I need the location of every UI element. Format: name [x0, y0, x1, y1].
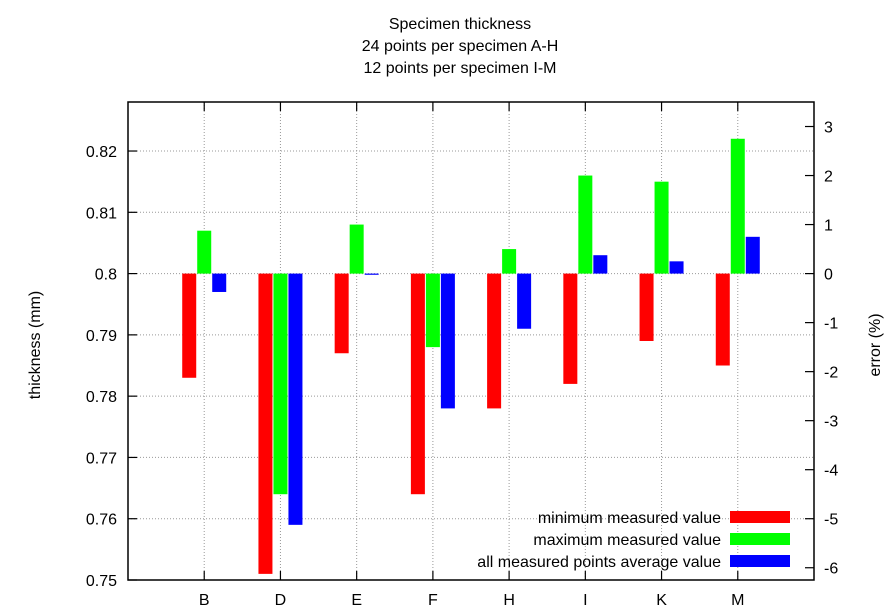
y2-tick-label: 3 [824, 120, 833, 137]
bar-ff0000-I [563, 273, 578, 384]
bars [182, 138, 760, 574]
y-tick-label: 0.75 [86, 573, 117, 590]
y2-tick-label: -5 [824, 512, 838, 529]
legend-swatch [730, 511, 790, 523]
legend-label: maximum measured value [533, 532, 721, 549]
chart-title: Specimen thickness 24 points per specime… [362, 16, 559, 77]
x-tick-label: H [503, 592, 515, 609]
chart-title-line-2: 24 points per specimen A-H [362, 38, 559, 55]
y2-tick-label: 0 [824, 267, 833, 284]
y-tick-label: 0.78 [86, 389, 117, 406]
y-tick-label: 0.79 [86, 328, 117, 345]
y2-tick-labels: -6 -5 -4 -3 -2 -1 0 1 2 3 [824, 120, 838, 578]
x-tick-label: E [351, 592, 362, 609]
bar-ff0000-D [258, 273, 273, 574]
y2-tick-label: -4 [824, 463, 838, 480]
bar-ff0000-E [334, 273, 349, 354]
plot-frame [127, 101, 815, 581]
grid [128, 102, 814, 580]
y-axis-label: thickness (mm) [27, 291, 44, 399]
x-tick-label: B [199, 592, 210, 609]
x-tick-label: K [656, 592, 667, 609]
y2-tick-label: -1 [824, 316, 838, 333]
bar-0000ff-B [212, 273, 227, 292]
bar-ff0000-F [410, 273, 425, 495]
chart-title-line-3: 12 points per specimen I-M [364, 60, 557, 77]
x-tick-label: D [275, 592, 287, 609]
y-tick-label: 0.77 [86, 450, 117, 467]
bar-0000ff-E [364, 273, 379, 275]
y-tick-label: 0.81 [86, 205, 117, 222]
x-tick-label: I [583, 592, 587, 609]
y2-tick-label: 1 [824, 218, 833, 235]
legend: minimum measured value maximum measured v… [477, 510, 790, 571]
bar-0000ff-F [440, 273, 455, 409]
bar-00ff00-E [349, 224, 364, 274]
tick-marks [128, 102, 814, 581]
bar-ff0000-K [639, 273, 654, 341]
legend-swatch [730, 533, 790, 545]
bar-0000ff-H [517, 273, 532, 329]
bar-00ff00-I [578, 175, 593, 274]
bar-00ff00-B [197, 230, 212, 274]
legend-swatch [730, 555, 790, 567]
bar-ff0000-B [182, 273, 197, 378]
y-tick-label: 0.76 [86, 512, 117, 529]
bar-0000ff-I [593, 255, 608, 274]
y-tick-label: 0.82 [86, 144, 117, 161]
bar-00ff00-K [654, 181, 669, 274]
bar-00ff00-D [273, 273, 288, 495]
y2-axis-label: error (%) [867, 313, 884, 376]
y2-tick-label: -3 [824, 414, 838, 431]
y2-tick-label: 2 [824, 169, 833, 186]
y2-tick-label: -6 [824, 561, 838, 578]
bar-ff0000-H [487, 273, 502, 409]
bar-00ff00-H [502, 249, 517, 274]
bar-0000ff-D [288, 273, 303, 525]
y2-tick-label: -2 [824, 365, 838, 382]
bar-ff0000-M [715, 273, 730, 366]
y-tick-labels: 0.75 0.76 0.77 0.78 0.79 0.8 0.81 0.82 [86, 144, 117, 590]
bar-00ff00-F [425, 273, 440, 348]
legend-label: minimum measured value [538, 510, 721, 527]
x-tick-label: M [731, 592, 744, 609]
legend-label: all measured points average value [477, 554, 721, 571]
bar-0000ff-M [745, 236, 760, 274]
bar-00ff00-M [730, 138, 745, 274]
y-tick-label: 0.8 [95, 267, 117, 284]
chart-title-line-1: Specimen thickness [389, 16, 531, 33]
bar-0000ff-K [669, 261, 684, 274]
x-tick-label: F [428, 592, 438, 609]
